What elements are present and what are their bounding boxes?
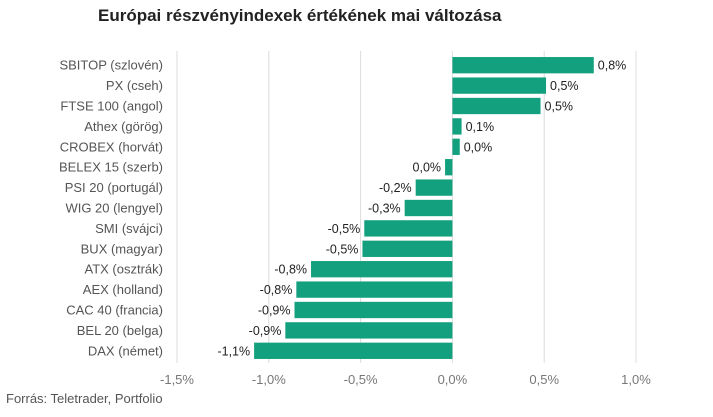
chart-title: Európai részvényindexek értékének mai vá… bbox=[98, 6, 502, 25]
category-label: DAX (német) bbox=[88, 343, 163, 358]
category-label: ATX (osztrák) bbox=[85, 262, 164, 277]
category-label: BELEX 15 (szerb) bbox=[59, 160, 163, 175]
bar bbox=[452, 57, 594, 74]
category-label: PSI 20 (portugál) bbox=[65, 180, 163, 195]
bar bbox=[452, 118, 462, 135]
bar bbox=[254, 342, 453, 359]
category-label: Athex (görög) bbox=[84, 119, 163, 134]
x-tick-label: 0,5% bbox=[529, 372, 559, 387]
source-note: Forrás: Teletrader, Portfolio bbox=[6, 391, 163, 406]
category-label: SMI (svájci) bbox=[95, 221, 163, 236]
category-label: BUX (magyar) bbox=[81, 241, 163, 256]
bar bbox=[404, 199, 453, 217]
value-label: -0,5% bbox=[326, 242, 359, 256]
value-label: -0,9% bbox=[249, 324, 282, 338]
bar bbox=[296, 281, 453, 298]
category-label: PX (cseh) bbox=[106, 78, 163, 93]
category-label: BEL 20 (belga) bbox=[77, 323, 163, 338]
bar bbox=[285, 322, 453, 339]
bar bbox=[294, 301, 453, 319]
value-label: -1,1% bbox=[217, 344, 250, 358]
value-label: 0,8% bbox=[598, 59, 627, 73]
x-tick-label: -0,5% bbox=[344, 372, 378, 387]
value-label: -0,8% bbox=[274, 263, 307, 277]
x-tick-label: 1,0% bbox=[621, 372, 651, 387]
value-label: -0,3% bbox=[368, 202, 401, 216]
value-label: -0,5% bbox=[328, 222, 361, 236]
x-tick-label: 0,0% bbox=[438, 372, 468, 387]
category-label: CROBEX (horvát) bbox=[60, 139, 163, 154]
value-label: 0,5% bbox=[550, 79, 579, 93]
bar bbox=[445, 159, 453, 176]
value-label: 0,0% bbox=[464, 140, 493, 154]
value-label: 0,1% bbox=[466, 120, 495, 134]
value-label: -0,9% bbox=[258, 304, 291, 318]
value-label: -0,8% bbox=[260, 283, 293, 297]
value-label: -0,2% bbox=[379, 181, 412, 195]
bar bbox=[415, 179, 453, 196]
bars bbox=[254, 57, 594, 359]
x-tick-label: -1,0% bbox=[252, 372, 286, 387]
bar bbox=[364, 220, 453, 237]
category-labels: SBITOP (szlovén) PX (cseh) FTSE 100 (angol… bbox=[59, 58, 163, 359]
bar bbox=[452, 138, 460, 155]
category-label: FTSE 100 (angol) bbox=[60, 99, 163, 114]
bar bbox=[311, 261, 453, 278]
bar bbox=[452, 77, 547, 94]
value-labels: 0,8%0,5%0,5%0,1%0,0%0,0%-0,2%-0,3%-0,5%-… bbox=[217, 59, 626, 359]
category-label: CAC 40 (francia) bbox=[66, 303, 163, 318]
category-label: SBITOP (szlovén) bbox=[59, 58, 163, 73]
x-axis-ticks: -1,5% -1,0% -0,5% 0,0% 0,5% 1,0% bbox=[160, 372, 651, 387]
value-label: 0,0% bbox=[413, 161, 442, 175]
value-label: 0,5% bbox=[545, 100, 574, 114]
category-label: WIG 20 (lengyel) bbox=[65, 201, 163, 216]
bar bbox=[362, 240, 453, 257]
category-label: AEX (holland) bbox=[83, 282, 163, 297]
bar bbox=[452, 97, 541, 115]
x-tick-label: -1,5% bbox=[160, 372, 194, 387]
